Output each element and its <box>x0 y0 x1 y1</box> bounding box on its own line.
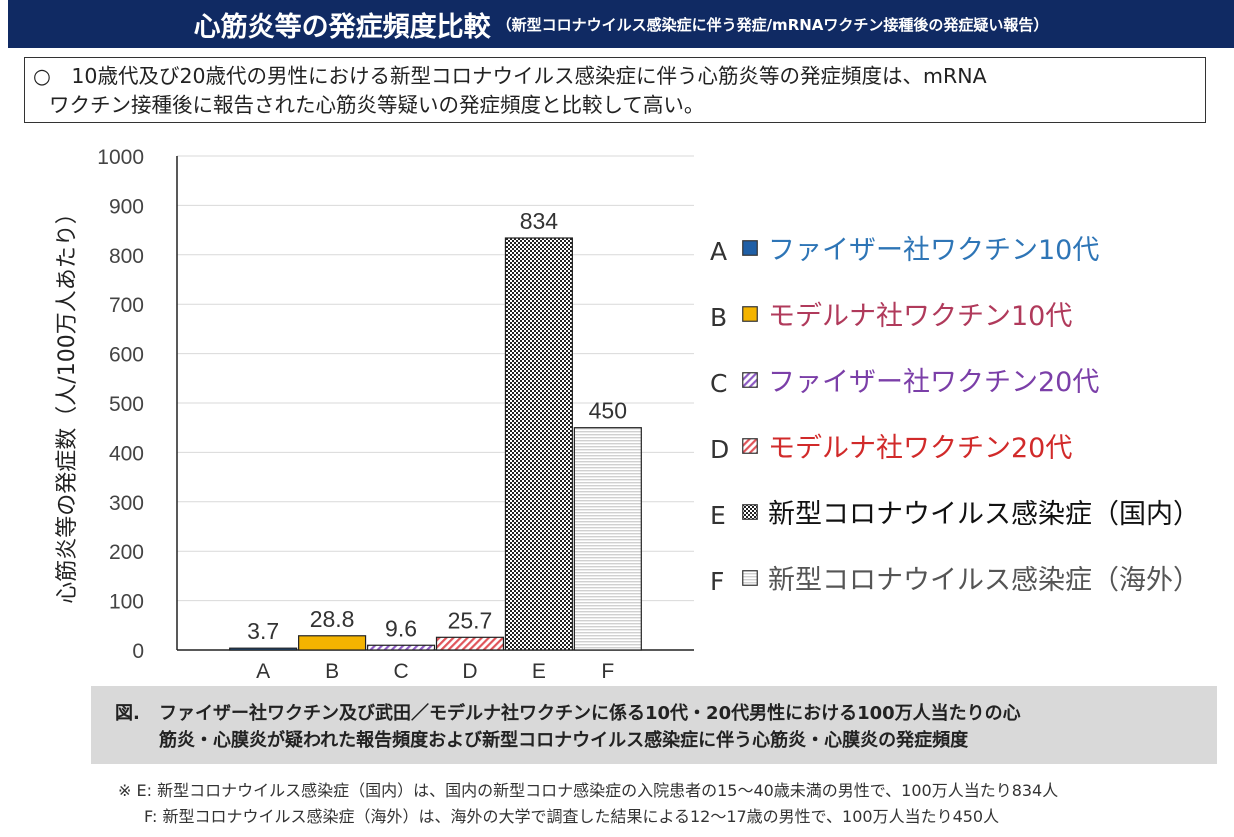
legend-swatch <box>742 371 758 388</box>
y-tick-label: 0 <box>132 640 144 663</box>
summary-box: ○ 10歳代及び20歳代の男性における新型コロナウイルス感染症に伴う心筋炎等の発… <box>24 57 1206 123</box>
value-label-A: 3.7 <box>247 618 279 644</box>
legend-item-A: A ファイザー社ワクチン10代 <box>710 228 1099 267</box>
legend-item-E: E 新型コロナウイルス感染症（国内） <box>710 492 1200 531</box>
value-label-E: 834 <box>520 208 559 234</box>
y-tick-label: 1000 <box>97 146 144 169</box>
legend-item-D: D モデルナ社ワクチン20代 <box>710 426 1072 465</box>
y-tick-label: 500 <box>109 393 144 416</box>
bar-B <box>298 635 367 651</box>
value-label-C: 9.6 <box>385 615 417 641</box>
caption-line-2: 筋炎・心膜炎が疑われた報告頻度および新型コロナウイルス感染症に伴う心筋炎・心膜炎… <box>159 730 969 751</box>
x-tick-label-D: D <box>462 660 477 683</box>
legend-item-F: F 新型コロナウイルス感染症（海外） <box>710 558 1200 597</box>
legend-swatch <box>742 503 758 520</box>
summary-line-2: ワクチン接種後に報告された心筋炎等疑いの発症頻度と比較して高い。 <box>49 93 705 117</box>
header-bar: 心筋炎等の発症頻度比較 （新型コロナウイルス感染症に伴う発症/mRNAワクチン接… <box>8 0 1234 48</box>
legend-key: C <box>710 369 728 398</box>
chart-area: 0 100 200 300 400 500 600 700 800 900 1000 心筋炎等の発症数… <box>0 128 1234 688</box>
x-tick-label-B: B <box>325 660 339 683</box>
bar-C <box>366 644 436 651</box>
value-label-D: 25.7 <box>448 607 493 633</box>
legend-swatch <box>742 569 758 586</box>
x-tick-label-A: A <box>256 660 270 683</box>
y-tick-label: 700 <box>109 294 144 317</box>
page-title: 心筋炎等の発症頻度比較 <box>193 11 491 43</box>
legend-swatch <box>742 437 758 454</box>
y-axis-title: 心筋炎等の発症数（人/100万人あたり） <box>55 202 80 603</box>
caption-label: 図. <box>115 703 140 724</box>
legend-item-C: C ファイザー社ワクチン20代 <box>710 360 1099 399</box>
legend-key: F <box>710 567 725 596</box>
x-tick-label-F: F <box>601 660 614 683</box>
legend-swatch <box>742 239 758 256</box>
value-label-F: 450 <box>589 398 627 424</box>
summary-line-1: ○ 10歳代及び20歳代の男性における新型コロナウイルス感染症に伴う心筋炎等の発… <box>33 64 987 88</box>
caption-line-1: ファイザー社ワクチン及び武田／モデルナ社ワクチンに係る10代・20代男性における… <box>159 703 1021 724</box>
legend-label: モデルナ社ワクチン10代 <box>768 301 1073 332</box>
legend-label: 新型コロナウイルス感染症（海外） <box>768 565 1200 596</box>
legend-key: D <box>710 435 730 464</box>
legend-key: B <box>710 303 728 332</box>
y-tick-label: 400 <box>109 442 144 465</box>
figure-caption: 図. ファイザー社ワクチン及び武田／モデルナ社ワクチンに係る10代・20代男性にお… <box>91 686 1217 764</box>
y-tick-label: 600 <box>109 344 144 367</box>
footnote-line-2: F: 新型コロナウイルス感染症（海外）は、海外の大学で調査した結果による12～1… <box>144 807 1000 826</box>
value-label-B: 28.8 <box>310 606 355 632</box>
y-tick-label: 200 <box>109 541 144 564</box>
legend-label: ファイザー社ワクチン10代 <box>768 235 1100 266</box>
x-tick-label-C: C <box>393 660 408 683</box>
footnotes: ※ E: 新型コロナウイルス感染症（国内）は、国内の新型コロナ感染症の入院患者の… <box>118 778 1058 830</box>
legend-key: E <box>710 501 726 530</box>
bar-E <box>504 237 573 651</box>
bar-F <box>573 427 642 651</box>
bar-chart: 0 100 200 300 400 500 600 700 800 900 1000 心筋炎等の発症数… <box>55 146 694 683</box>
legend-item-B: B モデルナ社ワクチン10代 <box>710 294 1072 333</box>
legend-key: A <box>710 237 728 266</box>
legend-label: モデルナ社ワクチン20代 <box>768 433 1073 464</box>
page-subtitle: （新型コロナウイルス感染症に伴う発症/mRNAワクチン接種後の発症疑い報告） <box>496 15 1049 34</box>
y-tick-label: 800 <box>109 245 144 268</box>
legend-swatch <box>742 305 758 322</box>
y-tick-label: 100 <box>109 591 144 614</box>
bar-A <box>229 647 298 651</box>
legend-label: 新型コロナウイルス感染症（国内） <box>768 499 1200 530</box>
legend-label: ファイザー社ワクチン20代 <box>768 367 1100 398</box>
y-tick-label: 300 <box>109 492 144 515</box>
footnote-line-1: ※ E: 新型コロナウイルス感染症（国内）は、国内の新型コロナ感染症の入院患者の… <box>118 781 1059 800</box>
x-tick-label-E: E <box>532 660 546 683</box>
bar-D <box>435 636 505 651</box>
y-tick-label: 900 <box>109 195 144 218</box>
